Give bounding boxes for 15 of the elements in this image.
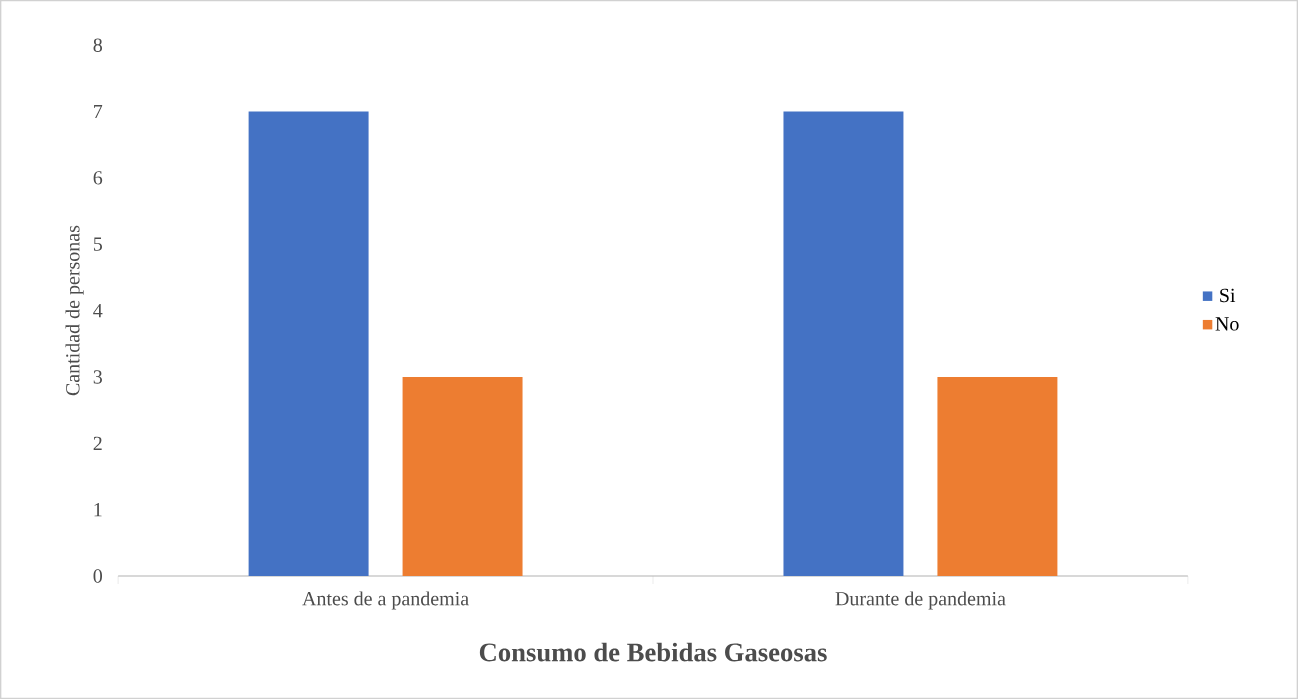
y-tick-label: 4 bbox=[93, 303, 103, 318]
y-tick-label: 0 bbox=[93, 569, 103, 583]
x-tick-label: Antes de a pandemia bbox=[302, 591, 469, 610]
y-tick-label: 1 bbox=[94, 503, 102, 517]
y-tick-label: 8 bbox=[93, 38, 103, 52]
x-axis-title: Consumo de Bebidas Gaseosas bbox=[479, 642, 827, 662]
x-tick-label: Durante de pandemia bbox=[835, 591, 1006, 610]
y-tick-label: 2 bbox=[93, 436, 102, 450]
legend-label: Si bbox=[1220, 288, 1236, 303]
y-tick-label: 7 bbox=[94, 104, 103, 118]
legend-label: No bbox=[1215, 317, 1239, 331]
y-axis-title: Cantidad de personas bbox=[65, 225, 84, 396]
y-tick-label: 3 bbox=[93, 370, 102, 384]
y-tick-label: 6 bbox=[93, 171, 103, 185]
y-tick-label: 5 bbox=[93, 237, 102, 251]
